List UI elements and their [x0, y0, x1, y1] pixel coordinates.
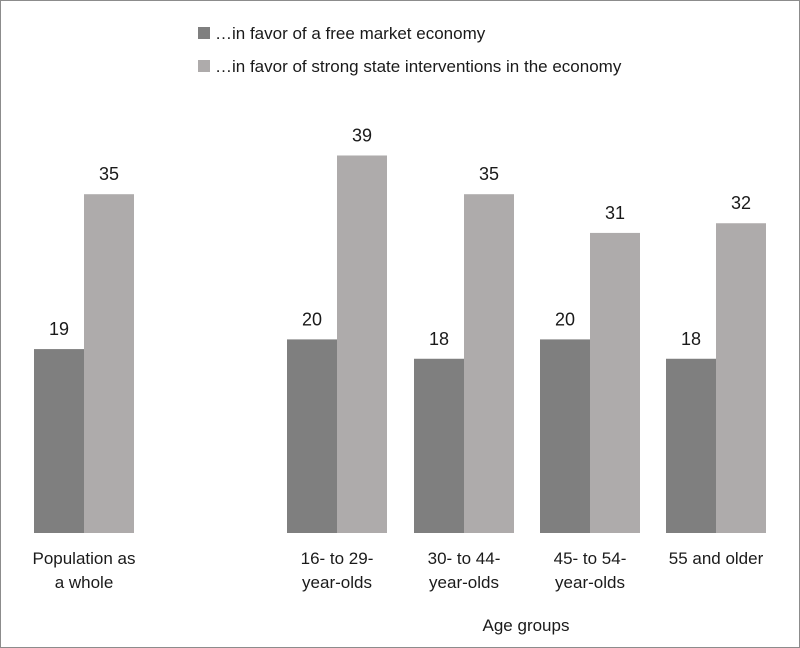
- category-label-2: 16- to 29-year-olds: [301, 549, 374, 592]
- category-labels: Population as a whole 16- to 29-year-olds 3…: [32, 549, 763, 592]
- value-label-5-series-2: 32: [731, 193, 751, 213]
- legend: …in favor of a free market economy …in fa…: [198, 24, 622, 76]
- bar-2-series-1: [287, 339, 337, 533]
- value-label-2-series-2: 39: [352, 125, 372, 145]
- x-axis-title: Age groups: [483, 616, 570, 635]
- value-labels: 19 35 20 39 18 35 20 31 18 32: [49, 125, 751, 348]
- bar-1-series-1: [34, 349, 84, 533]
- bars: [34, 155, 766, 534]
- value-label-3-series-1: 18: [429, 329, 449, 349]
- category-label-5: 55 and older: [669, 549, 764, 568]
- value-label-3-series-2: 35: [479, 164, 499, 184]
- legend-swatch-1: [198, 27, 210, 39]
- bar-3-series-2: [464, 194, 514, 533]
- value-label-5-series-1: 18: [681, 329, 701, 349]
- category-label-1: Population as a whole: [32, 549, 135, 592]
- category-label-4: 45- to 54-year-olds: [554, 549, 627, 592]
- category-label-3: 30- to 44-year-olds: [428, 549, 501, 592]
- bar-4-series-1: [540, 339, 590, 533]
- legend-swatch-2: [198, 60, 210, 72]
- bar-5-series-1: [666, 358, 716, 533]
- value-label-1-series-2: 35: [99, 164, 119, 184]
- bar-1-series-2: [84, 194, 134, 533]
- legend-label-1: …in favor of a free market economy: [215, 24, 486, 43]
- value-label-2-series-1: 20: [302, 309, 322, 329]
- bar-5-series-2: [716, 223, 766, 534]
- bar-3-series-1: [414, 358, 464, 533]
- bar-4-series-2: [590, 232, 640, 534]
- value-label-1-series-1: 19: [49, 319, 69, 339]
- value-label-4-series-2: 31: [605, 203, 625, 223]
- value-label-4-series-1: 20: [555, 309, 575, 329]
- bar-2-series-2: [337, 155, 387, 534]
- legend-label-2: …in favor of strong state interventions …: [215, 57, 622, 76]
